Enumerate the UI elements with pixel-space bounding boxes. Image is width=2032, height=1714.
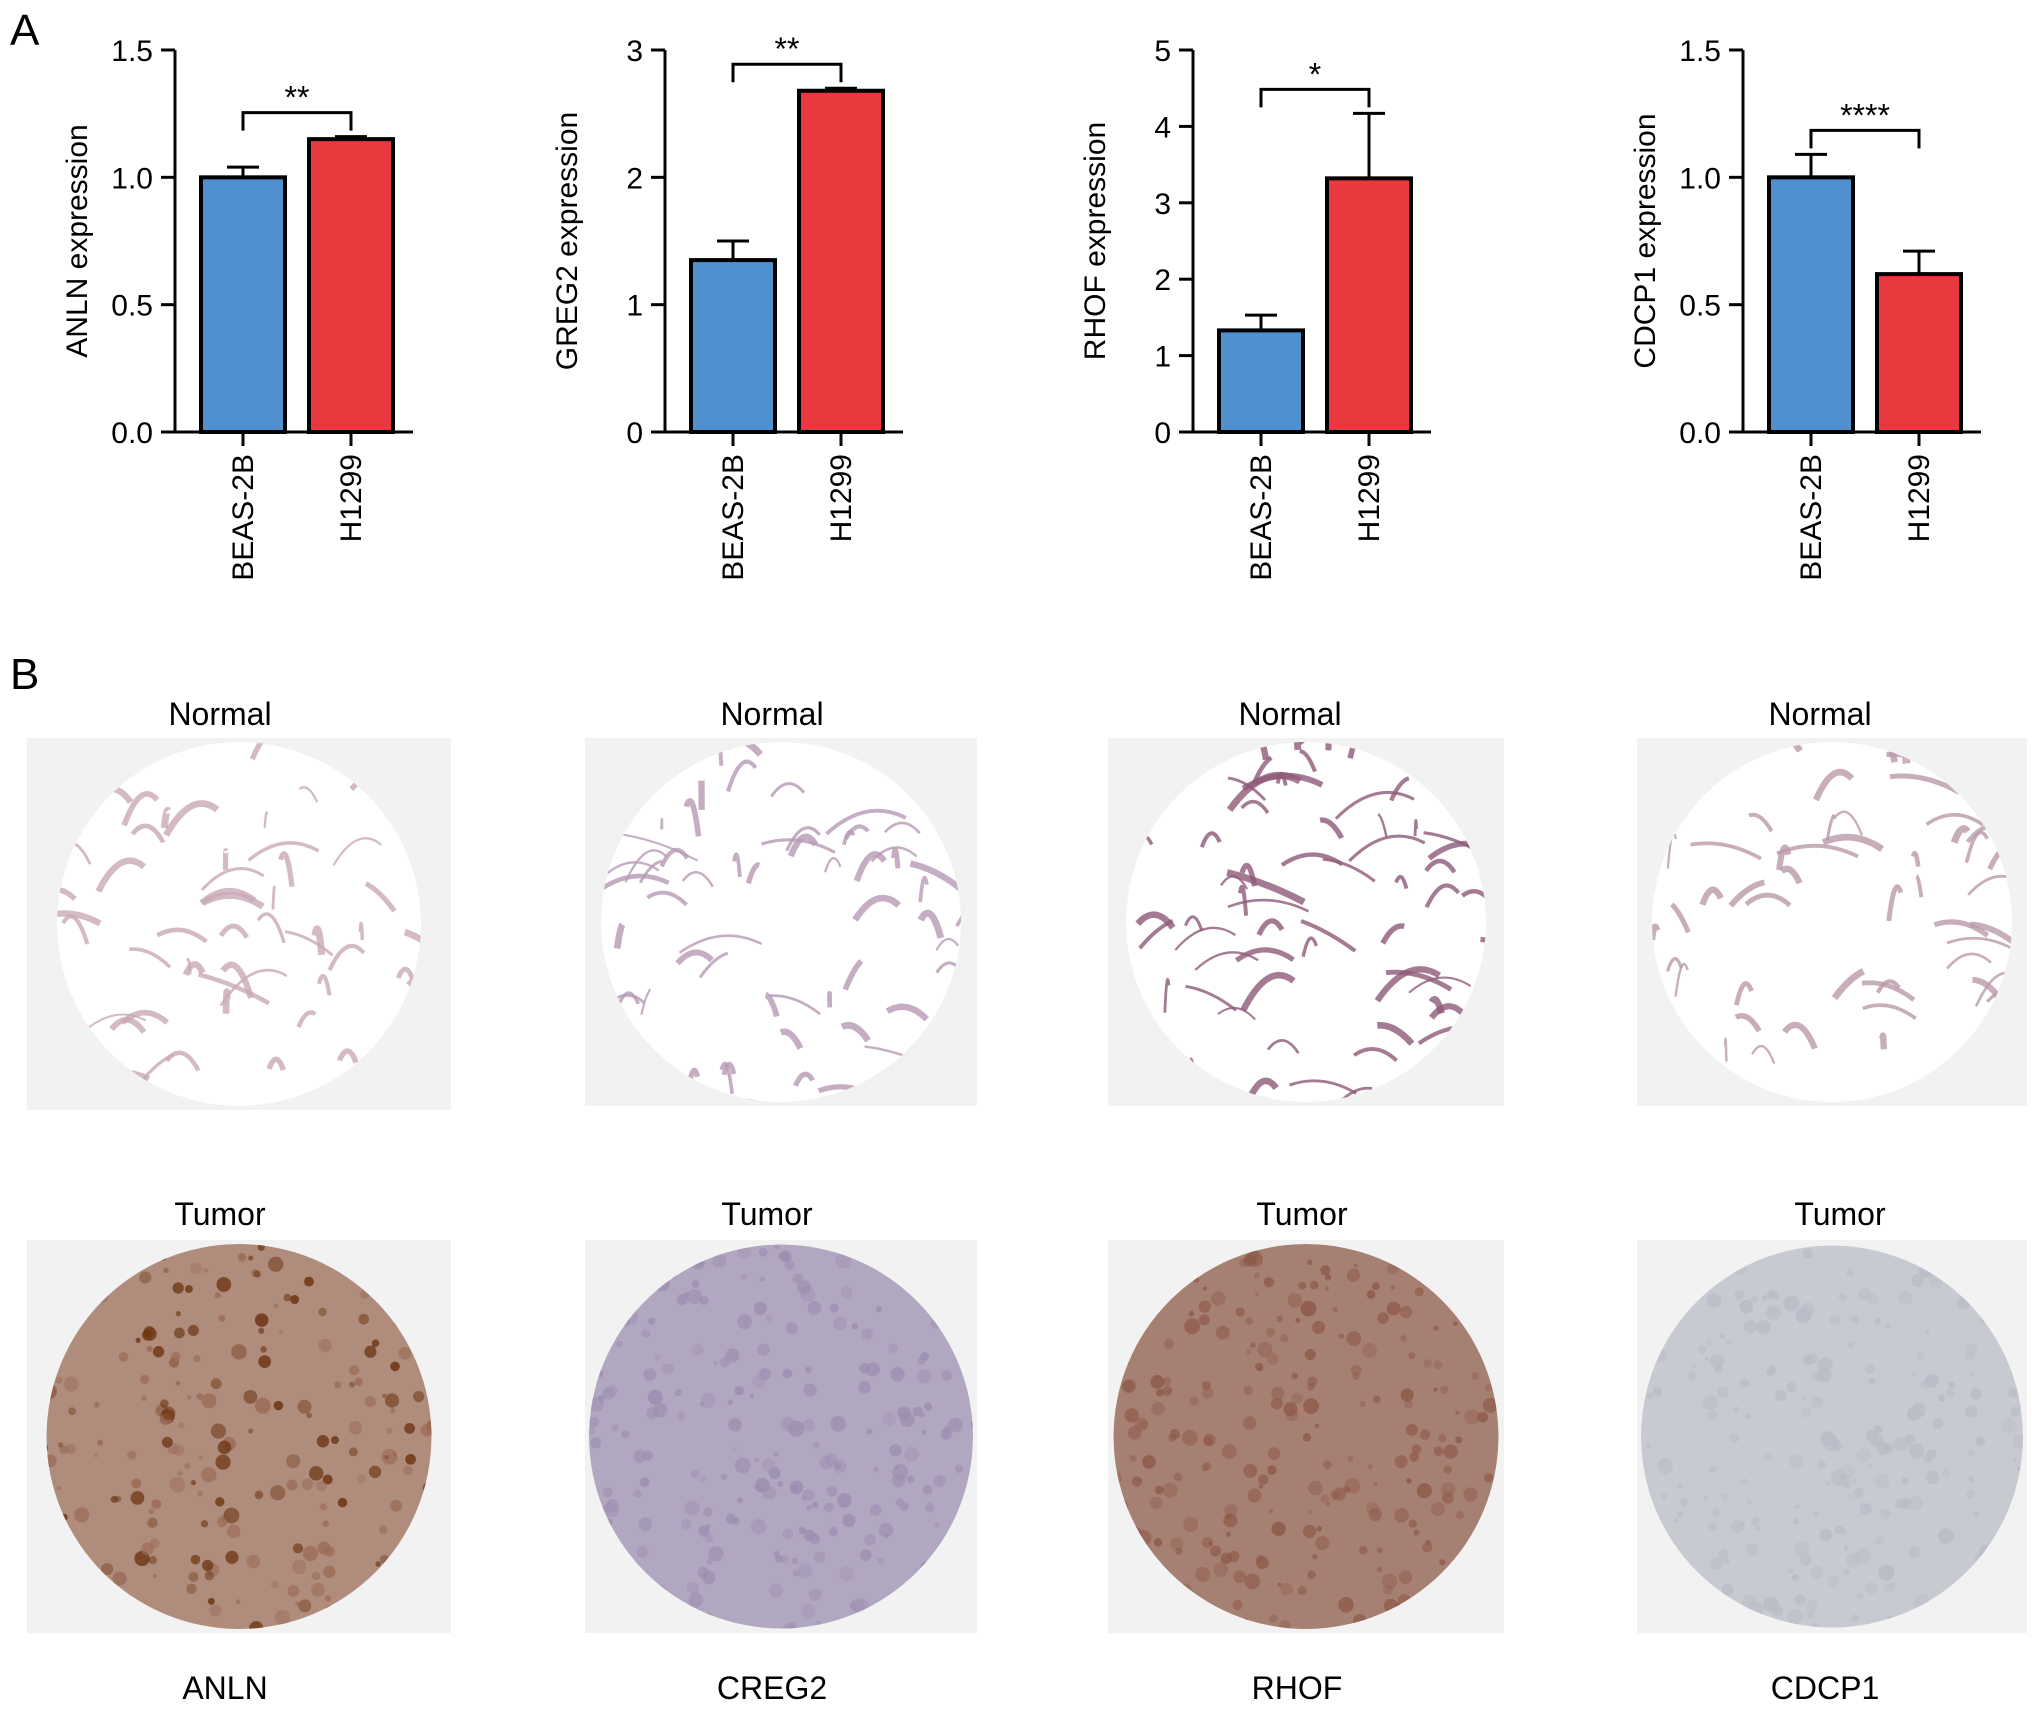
y-tick-label: 1.0 <box>111 162 153 195</box>
significance-bracket <box>1809 128 1921 149</box>
y-tick-label: 0 <box>626 417 643 450</box>
bar <box>199 175 287 434</box>
y-tick-label: 0 <box>1154 417 1171 450</box>
tumor-tissue-image-creg2 <box>585 1240 977 1633</box>
tissue-core <box>1126 742 1486 1102</box>
tumor-label: Tumor <box>1794 1196 1886 1232</box>
category-label: BEAS-2B <box>1795 454 1828 581</box>
significance-bracket <box>1259 87 1371 108</box>
y-axis-label: CDCP1 expression <box>1629 113 1662 368</box>
y-tick-label: 0.0 <box>1679 417 1721 450</box>
bar <box>1875 272 1963 434</box>
normal-label: Normal <box>720 696 824 732</box>
significance-stars: **** <box>1840 97 1890 133</box>
y-axis-label: ANLN expression <box>61 124 94 357</box>
y-tick-label: 0.5 <box>1679 290 1721 323</box>
tissue-core <box>1113 1244 1499 1629</box>
tissue-core-drawing <box>1126 742 1486 1102</box>
tissue-core-drawing <box>57 742 421 1106</box>
category-label: BEAS-2B <box>1245 454 1278 581</box>
y-tick-label: 0.5 <box>111 290 153 323</box>
significance-stars: * <box>1309 56 1321 92</box>
bar <box>1767 175 1855 434</box>
y-tick-label: 3 <box>626 35 643 68</box>
significance-stars: ** <box>285 80 310 116</box>
normal-label: Normal <box>1768 696 1872 732</box>
significance-bracket <box>241 111 353 131</box>
y-tick-label: 0.0 <box>111 417 153 450</box>
tumor-label: Tumor <box>1256 1196 1348 1232</box>
category-label: H1299 <box>825 454 858 542</box>
gene-label-cdcp1: CDCP1 <box>1770 1670 1880 1706</box>
bar-chart-3: 0 1 2 3 4 5 RHOF expression BEAS-2B H1299 * <box>1079 35 1431 581</box>
y-tick-label: 2 <box>626 162 643 195</box>
tumor-label: Tumor <box>174 1196 266 1232</box>
bar <box>307 137 395 434</box>
bar-chart-2: 0 1 2 3 GREG2 expression BEAS-2B H1299 ** <box>551 31 903 581</box>
panel-b-label: B <box>10 650 40 699</box>
gene-label-creg2: CREG2 <box>716 1670 828 1706</box>
tissue-core-drawing <box>589 1244 973 1629</box>
tissue-core-drawing <box>1652 742 2012 1102</box>
bar <box>797 88 885 434</box>
tumor-tissue-image-rhof <box>1108 1240 1504 1633</box>
y-tick-label: 1 <box>626 290 643 323</box>
significance-stars: ** <box>775 31 800 67</box>
normal-label: Normal <box>1238 696 1342 732</box>
tumor-tissue-image-anln <box>27 1240 451 1633</box>
normal-tissue-image-anln <box>27 738 451 1110</box>
category-label: BEAS-2B <box>717 454 750 581</box>
y-tick-label: 1.5 <box>111 35 153 68</box>
y-tick-label: 1.0 <box>1679 162 1721 195</box>
tissue-core-drawing <box>1641 1245 2023 1628</box>
tumor-tissue-image-cdcp1 <box>1637 1240 2027 1633</box>
bar <box>1217 328 1305 434</box>
normal-tissue-image-cdcp1 <box>1637 738 2027 1106</box>
tissue-core <box>589 1244 973 1629</box>
tissue-core <box>57 742 421 1106</box>
bar-charts-row: 0.0 0.5 1.0 1.5 ANLN expression BEAS-2B H1299 *… <box>61 31 1981 581</box>
tissue-core <box>46 1244 432 1629</box>
category-label: H1299 <box>1903 454 1936 542</box>
y-axis-label: GREG2 expression <box>551 112 584 370</box>
normal-label: Normal <box>168 696 272 732</box>
y-tick-label: 1 <box>1154 341 1171 374</box>
y-tick-label: 4 <box>1154 111 1171 144</box>
bar <box>689 258 777 434</box>
category-label: H1299 <box>1353 454 1386 542</box>
y-tick-label: 3 <box>1154 188 1171 221</box>
normal-tissue-image-rhof <box>1108 738 1504 1106</box>
normal-tissue-image-creg2 <box>585 738 977 1106</box>
y-axis-label: RHOF expression <box>1079 122 1112 360</box>
category-label: BEAS-2B <box>227 454 260 581</box>
bar-chart-4: 0.0 0.5 1.0 1.5 CDCP1 expression BEAS-2B H1299… <box>1629 35 1981 581</box>
tumor-label: Tumor <box>721 1196 813 1232</box>
gene-label-anln: ANLN <box>182 1670 268 1706</box>
significance-bracket <box>731 62 843 83</box>
y-tick-label: 1.5 <box>1679 35 1721 68</box>
category-label: H1299 <box>335 454 368 542</box>
bar <box>1325 176 1413 434</box>
tissue-core <box>1641 1245 2023 1628</box>
tissue-core <box>1652 742 2012 1102</box>
tissue-core-drawing <box>46 1244 432 1629</box>
bar-chart-1: 0.0 0.5 1.0 1.5 ANLN expression BEAS-2B H1299 *… <box>61 35 413 581</box>
tissue-core <box>601 742 961 1102</box>
panel-a-label: A <box>10 6 40 55</box>
gene-label-rhof: RHOF <box>1251 1670 1343 1706</box>
y-tick-label: 2 <box>1154 264 1171 297</box>
tissue-core-drawing <box>1113 1244 1499 1629</box>
y-tick-label: 5 <box>1154 35 1171 68</box>
tissue-core-drawing <box>601 742 961 1102</box>
